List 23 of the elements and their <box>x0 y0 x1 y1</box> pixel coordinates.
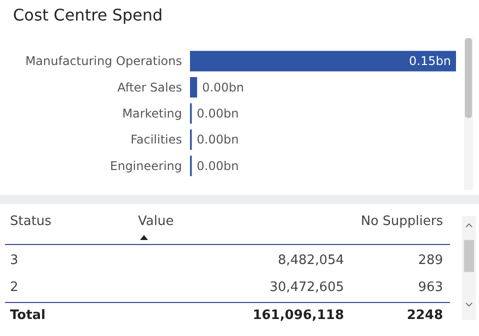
text: 2 <box>10 280 18 295</box>
text: Total <box>10 308 46 323</box>
data-label: 0.00bn <box>196 132 239 147</box>
text: 289 <box>418 253 443 268</box>
data-label: 0.00bn <box>196 106 239 120</box>
y-tick-label: After Sales <box>117 80 182 94</box>
text: 161,096,118 <box>252 308 344 323</box>
text: 30,472,605 <box>270 280 344 295</box>
text: 963 <box>418 280 443 295</box>
y-tick-label: Manufacturing Operations <box>25 54 182 68</box>
text: 3 <box>10 253 18 268</box>
text: 8,482,054 <box>278 253 344 268</box>
text: 2248 <box>406 308 443 323</box>
text: Status <box>10 214 52 229</box>
y-tick-label: Marketing <box>122 106 182 120</box>
data-label: 0.00bn <box>202 80 244 94</box>
y-tick-label: Engineering <box>110 158 182 173</box>
chart-title: Cost Centre Spend <box>13 6 163 24</box>
data-label: 0.15bn <box>409 54 451 68</box>
data-label: 0.00bn <box>196 158 239 173</box>
y-tick-label: Facilities <box>130 132 182 147</box>
text: No Suppliers <box>360 214 443 229</box>
text: Value <box>138 214 174 229</box>
